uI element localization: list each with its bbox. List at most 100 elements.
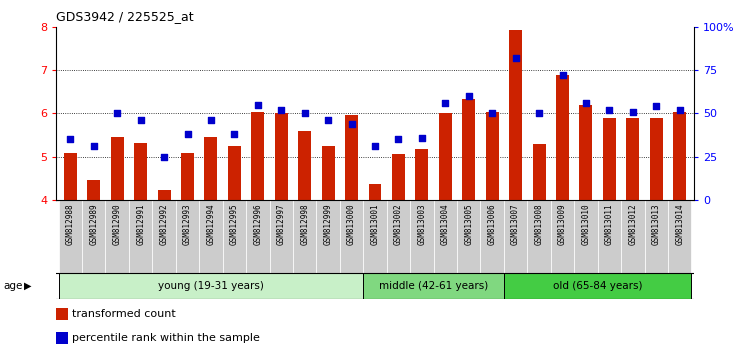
Bar [644, 200, 668, 273]
Point [650, 103, 662, 109]
Bar [509, 30, 522, 200]
Bar [340, 200, 363, 273]
Bar [64, 153, 76, 200]
Point [416, 135, 428, 141]
Bar [486, 113, 499, 200]
Bar [316, 200, 340, 273]
Point [111, 110, 123, 116]
Bar [457, 200, 481, 273]
Bar [626, 118, 639, 200]
Point [322, 118, 334, 123]
Point [298, 110, 310, 116]
Bar [58, 200, 82, 273]
Bar [200, 200, 223, 273]
Text: GSM813009: GSM813009 [558, 204, 567, 245]
Bar [205, 137, 218, 200]
Bar [433, 200, 457, 273]
Bar [293, 200, 316, 273]
Bar [106, 200, 129, 273]
Text: GSM813014: GSM813014 [675, 204, 684, 245]
Text: transformed count: transformed count [72, 309, 176, 319]
Bar [527, 200, 550, 273]
Bar [650, 118, 663, 200]
Bar [481, 200, 504, 273]
Text: GSM813008: GSM813008 [535, 204, 544, 245]
Bar [504, 200, 527, 273]
Text: ▶: ▶ [24, 281, 32, 291]
Bar [87, 181, 100, 200]
Point [228, 131, 240, 137]
Text: GSM812995: GSM812995 [230, 204, 238, 245]
Bar [274, 113, 288, 200]
Bar [363, 273, 504, 299]
Point [463, 93, 475, 99]
Point [440, 100, 452, 106]
Bar [152, 200, 176, 273]
Text: GSM812992: GSM812992 [160, 204, 169, 245]
Point [88, 143, 100, 149]
Text: GSM813000: GSM813000 [347, 204, 356, 245]
Text: age: age [3, 281, 22, 291]
Point [392, 137, 404, 142]
Text: young (19-31 years): young (19-31 years) [158, 281, 264, 291]
Text: GSM812988: GSM812988 [66, 204, 75, 245]
Bar [56, 332, 68, 344]
Bar [668, 200, 692, 273]
Bar [574, 200, 598, 273]
Point [275, 107, 287, 113]
Bar [176, 200, 200, 273]
Text: GSM813005: GSM813005 [464, 204, 473, 245]
Bar [674, 113, 686, 200]
Point [252, 102, 264, 108]
Bar [246, 200, 269, 273]
Text: GSM813007: GSM813007 [512, 204, 520, 245]
Point [486, 110, 498, 116]
Text: GSM813002: GSM813002 [394, 204, 403, 245]
Text: GSM813012: GSM813012 [628, 204, 638, 245]
Bar [223, 200, 246, 273]
Text: GDS3942 / 225525_at: GDS3942 / 225525_at [56, 10, 194, 23]
Bar [410, 200, 434, 273]
Bar [134, 143, 147, 200]
Bar [298, 131, 311, 200]
Text: GSM812999: GSM812999 [323, 204, 332, 245]
Text: GSM813013: GSM813013 [652, 204, 661, 245]
Bar [251, 113, 264, 200]
Text: GSM813001: GSM813001 [370, 204, 380, 245]
Bar [228, 146, 241, 200]
Text: GSM812989: GSM812989 [89, 204, 98, 245]
Point [205, 118, 217, 123]
Text: GSM812996: GSM812996 [254, 204, 262, 245]
Point [627, 109, 639, 114]
Bar [532, 144, 545, 200]
Bar [181, 153, 194, 200]
Point [603, 107, 615, 113]
Bar [416, 149, 428, 200]
Bar [462, 99, 476, 200]
Bar [322, 146, 334, 200]
Bar [58, 273, 363, 299]
Bar [504, 273, 692, 299]
Text: GSM813003: GSM813003 [417, 204, 426, 245]
Bar [392, 154, 405, 200]
Text: GSM813004: GSM813004 [441, 204, 450, 245]
Text: GSM812997: GSM812997 [277, 204, 286, 245]
Bar [387, 200, 410, 273]
Text: GSM812990: GSM812990 [112, 204, 122, 245]
Point [580, 100, 592, 106]
Text: GSM813011: GSM813011 [604, 204, 613, 245]
Bar [56, 308, 68, 320]
Point [556, 72, 568, 78]
Text: GSM812994: GSM812994 [206, 204, 215, 245]
Bar [439, 113, 452, 200]
Bar [345, 115, 358, 200]
Text: middle (42-61 years): middle (42-61 years) [379, 281, 488, 291]
Bar [158, 190, 170, 200]
Bar [621, 200, 644, 273]
Bar [129, 200, 152, 273]
Text: GSM812993: GSM812993 [183, 204, 192, 245]
Point [158, 154, 170, 159]
Text: percentile rank within the sample: percentile rank within the sample [72, 333, 260, 343]
Text: old (65-84 years): old (65-84 years) [553, 281, 643, 291]
Bar [363, 200, 387, 273]
